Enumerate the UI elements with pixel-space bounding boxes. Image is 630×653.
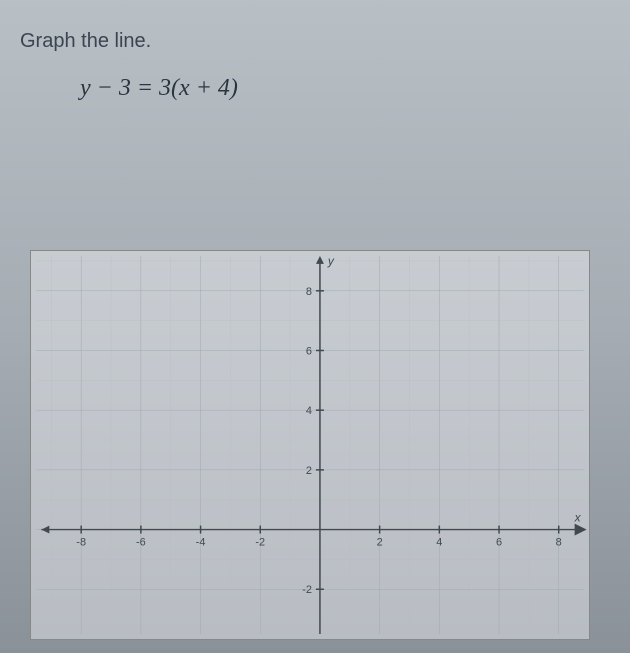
axes <box>41 256 583 639</box>
equation-text: y − 3 = 3(x + 4) <box>80 75 238 102</box>
gridlines <box>36 256 583 634</box>
svg-text:6: 6 <box>306 345 312 357</box>
coordinate-grid: -8-6-4-224688642-2-4yx <box>30 250 590 640</box>
grid-svg: -8-6-4-224688642-2-4yx <box>31 251 589 639</box>
prompt-text: Graph the line. <box>20 30 151 53</box>
svg-text:8: 8 <box>306 286 312 298</box>
svg-text:4: 4 <box>436 536 442 548</box>
svg-text:-8: -8 <box>76 536 86 548</box>
svg-text:-2: -2 <box>302 584 312 596</box>
svg-text:-2: -2 <box>255 536 265 548</box>
svg-text:x: x <box>574 511 582 525</box>
svg-text:2: 2 <box>377 536 383 548</box>
svg-text:y: y <box>327 254 335 268</box>
tick-labels: -8-6-4-224688642-2-4yx <box>76 254 581 639</box>
svg-text:6: 6 <box>496 536 502 548</box>
svg-text:4: 4 <box>306 405 312 417</box>
svg-text:-6: -6 <box>136 536 146 548</box>
svg-text:-4: -4 <box>196 536 206 548</box>
svg-text:2: 2 <box>306 465 312 477</box>
svg-text:8: 8 <box>556 536 562 548</box>
